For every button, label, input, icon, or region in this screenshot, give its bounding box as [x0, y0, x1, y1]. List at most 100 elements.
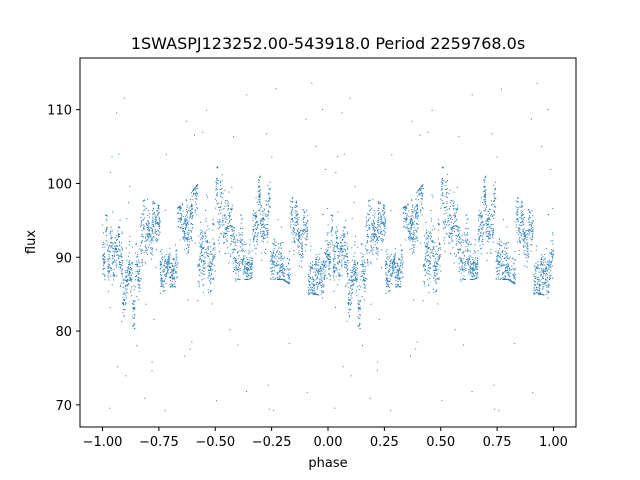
data-point [469, 269, 471, 271]
data-point [421, 214, 423, 216]
data-point [197, 188, 199, 190]
data-point [182, 236, 184, 238]
data-point [345, 219, 347, 221]
data-point [248, 259, 250, 261]
data-point [269, 198, 271, 200]
data-point [385, 280, 387, 282]
data-point [111, 242, 113, 244]
data-point [521, 232, 523, 234]
data-point [366, 249, 368, 251]
data-point [453, 205, 455, 207]
data-point [483, 179, 485, 181]
data-point [281, 262, 283, 264]
data-point [196, 206, 198, 208]
data-point [164, 263, 166, 265]
data-point [426, 232, 428, 234]
data-point [292, 228, 294, 230]
data-point [370, 263, 372, 265]
data-point [221, 201, 223, 203]
data-point [309, 268, 311, 270]
data-point [479, 235, 481, 237]
data-point [480, 214, 482, 216]
data-point [372, 214, 374, 216]
data-point [431, 249, 433, 251]
data-point [334, 244, 336, 246]
data-point [235, 244, 237, 246]
data-point [506, 272, 508, 274]
data-point [520, 222, 522, 224]
data-point [495, 251, 497, 253]
data-point [442, 203, 444, 205]
data-point [263, 232, 265, 234]
data-point [385, 272, 387, 274]
data-point [447, 221, 449, 223]
data-point [445, 193, 447, 195]
data-point [115, 254, 117, 256]
data-point [378, 208, 380, 210]
data-point [202, 247, 204, 249]
data-point [162, 285, 164, 287]
data-point [148, 229, 150, 231]
data-point [189, 214, 191, 216]
data-point [323, 284, 325, 286]
data-point [411, 211, 413, 213]
data-point [244, 262, 246, 264]
data-point [363, 259, 365, 261]
data-point [294, 242, 296, 244]
data-point [257, 224, 259, 226]
data-point [530, 250, 532, 252]
data-point [508, 279, 510, 281]
data-point [141, 262, 143, 264]
data-point [533, 274, 535, 276]
data-point [546, 261, 548, 263]
data-point [383, 205, 385, 207]
data-point [519, 217, 521, 219]
data-point [150, 247, 152, 249]
data-point [383, 208, 385, 210]
data-point [423, 264, 425, 266]
data-point [436, 273, 438, 275]
data-point [420, 186, 422, 188]
data-point [128, 283, 130, 285]
data-point [249, 265, 251, 267]
data-point [410, 217, 412, 219]
data-point [259, 193, 261, 195]
data-point [334, 255, 336, 257]
data-point [338, 275, 340, 277]
data-point [282, 278, 284, 280]
data-point [413, 244, 415, 246]
data-point [409, 234, 411, 236]
data-point [210, 278, 212, 280]
data-point [268, 188, 270, 190]
data-point [457, 241, 459, 243]
data-point [146, 253, 148, 255]
data-point [465, 234, 467, 236]
data-point [474, 244, 476, 246]
data-point [123, 314, 125, 316]
data-point [392, 261, 394, 263]
data-point [539, 284, 541, 286]
data-point [145, 245, 147, 247]
data-point [528, 224, 530, 226]
data-point [204, 257, 206, 259]
data-point [305, 239, 307, 241]
data-point [427, 238, 429, 240]
data-point [185, 218, 187, 220]
data-point [489, 234, 491, 236]
data-point [396, 268, 398, 270]
data-point [544, 283, 545, 285]
data-point [286, 258, 288, 260]
data-point [394, 252, 396, 254]
data-point [172, 284, 174, 286]
data-point [251, 260, 253, 262]
data-point [239, 238, 241, 240]
data-point [435, 263, 437, 265]
data-point [417, 211, 419, 213]
data-point [377, 240, 379, 242]
data-point [346, 253, 348, 255]
data-point [201, 237, 203, 239]
data-point [303, 234, 305, 236]
data-point [361, 275, 363, 277]
data-point [396, 271, 398, 273]
data-point [304, 228, 306, 230]
